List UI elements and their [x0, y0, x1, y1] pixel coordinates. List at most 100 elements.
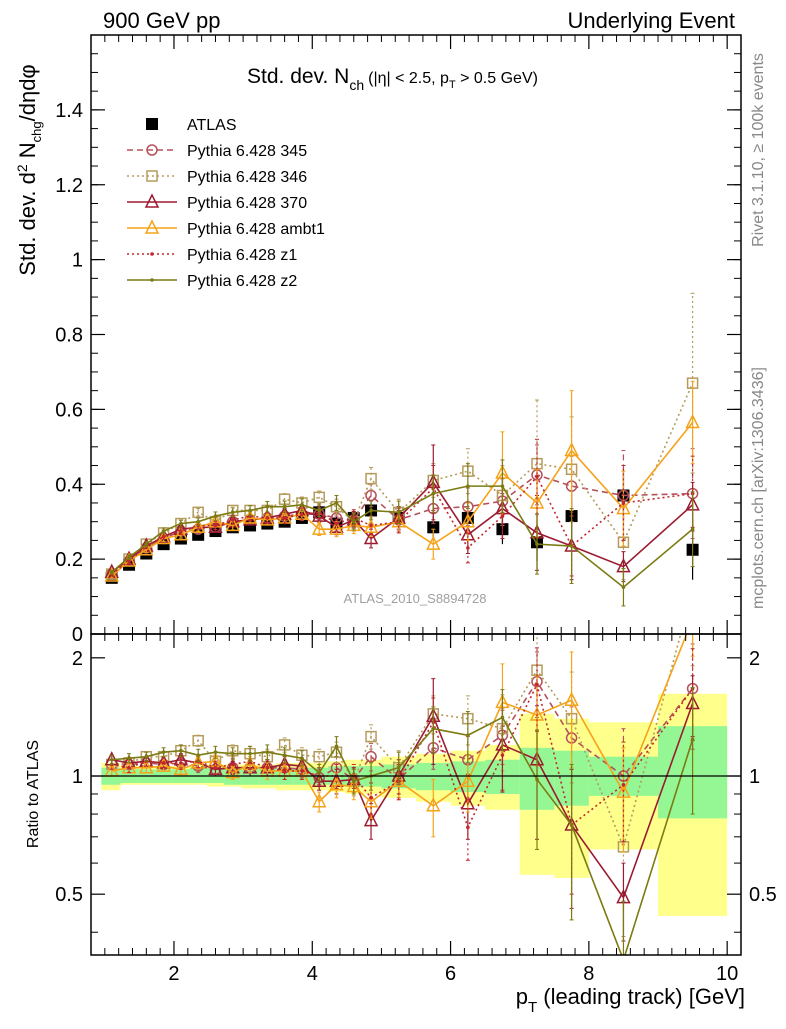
data-point — [127, 765, 131, 770]
data-point — [363, 811, 379, 827]
x-tick-label: 2 — [168, 963, 179, 985]
legend: ATLAS Pythia 6.428 345 Pythia 6.428 346 Pyt… — [127, 117, 325, 290]
data-point — [334, 744, 339, 749]
data-point — [535, 777, 539, 782]
data-point — [688, 585, 698, 595]
legend-label: Pythia 6.428 345 — [187, 143, 307, 160]
data-point — [265, 504, 270, 509]
legend-item: Pythia 6.428 z2 — [127, 273, 297, 290]
data-point — [161, 761, 166, 765]
data-point — [161, 750, 166, 754]
series-line — [111, 421, 694, 577]
x-tick-label: 4 — [307, 963, 318, 985]
legend-marker — [144, 219, 160, 234]
data-point — [311, 772, 327, 787]
x-tick-label: 6 — [445, 963, 456, 985]
data-point — [621, 585, 626, 590]
ratio-y-tick-label-right: 0.5 — [749, 884, 777, 906]
data-point — [213, 514, 218, 518]
legend-marker — [150, 252, 154, 256]
data-point — [396, 510, 401, 515]
data-point — [369, 523, 373, 528]
data-point — [104, 567, 119, 582]
data-point — [365, 472, 377, 485]
data-point — [311, 520, 327, 535]
data-point — [622, 958, 626, 962]
data-point — [391, 772, 406, 787]
data-point — [161, 529, 166, 533]
data-point — [535, 474, 539, 479]
data-point — [230, 518, 235, 522]
data-point — [127, 555, 131, 560]
legend-label: Pythia 6.428 346 — [187, 169, 307, 186]
series-line — [111, 485, 694, 589]
y-tick-label: 1.4 — [55, 100, 83, 122]
y-tick-label: 0.4 — [55, 474, 83, 496]
legend-marker — [146, 170, 158, 182]
data-point — [466, 733, 470, 738]
ratio-uncertainty-bands — [101, 693, 728, 916]
data-point — [300, 503, 304, 507]
data-point — [346, 516, 361, 532]
data-point — [230, 510, 235, 515]
data-point — [426, 535, 441, 550]
band-inner — [189, 767, 207, 783]
data-point — [179, 761, 183, 765]
data-point — [248, 751, 252, 756]
data-point — [621, 501, 626, 505]
data-point — [196, 753, 200, 757]
legend-item: Pythia 6.428 370 — [127, 193, 307, 212]
data-point — [365, 750, 377, 763]
data-point — [363, 518, 379, 534]
series-4 — [104, 380, 700, 582]
data-point — [500, 514, 505, 518]
mcplots-label: mcplots.cern.ch [arXiv:1306.3436] — [750, 367, 767, 609]
data-point — [300, 756, 304, 761]
data-point — [329, 776, 344, 791]
data-point — [156, 757, 171, 772]
data-point — [569, 823, 574, 827]
data-point — [109, 570, 114, 575]
data-point — [213, 523, 218, 528]
ratio-y-tick-label: 1 — [72, 766, 83, 788]
ratio-y-tick-label-right: 2 — [749, 648, 760, 670]
legend-label: Pythia 6.428 z2 — [187, 273, 297, 290]
data-point — [500, 753, 505, 757]
legend-marker — [146, 144, 158, 156]
legend-marker — [150, 278, 154, 282]
data-point — [230, 762, 235, 767]
data-point — [139, 759, 154, 774]
data-point — [334, 521, 339, 526]
data-point — [213, 750, 218, 754]
data-point — [265, 750, 270, 754]
legend-item: Pythia 6.428 345 — [127, 143, 307, 160]
series-line — [111, 382, 694, 575]
data-point — [144, 754, 149, 759]
data-point — [569, 544, 574, 548]
data-point — [300, 769, 304, 773]
data-point — [334, 501, 339, 505]
y-tick-label: 0.2 — [55, 549, 83, 571]
data-point — [300, 512, 304, 516]
header-left: 900 GeV pp — [103, 8, 220, 33]
data-point — [329, 520, 344, 535]
data-point — [282, 753, 287, 757]
legend-item: Pythia 6.428 z1 — [127, 247, 297, 264]
data-point — [260, 511, 275, 526]
y-tick-label: 1 — [72, 250, 83, 272]
x-axis-label: pT (leading track) [GeV] — [516, 984, 745, 1016]
data-point — [282, 504, 287, 509]
main-y-label: Std. dev. d2 Nchg/dηdφ — [14, 64, 44, 275]
axis-ticks: 0 0.2 0.4 0.6 0.8 1 1.2 1.4 2 4 6 8 10 0.5 0.5 1 1 2 2 — [55, 35, 777, 985]
data-point — [179, 521, 183, 526]
data-point — [313, 491, 325, 504]
y-tick-label: 1.2 — [55, 175, 83, 197]
data-point — [363, 529, 379, 545]
data-point — [685, 413, 700, 429]
data-point — [282, 516, 287, 520]
data-point — [426, 797, 441, 812]
data-point — [690, 527, 695, 531]
legend-item: ATLAS — [146, 117, 237, 134]
ratio-series-layer — [104, 585, 700, 962]
